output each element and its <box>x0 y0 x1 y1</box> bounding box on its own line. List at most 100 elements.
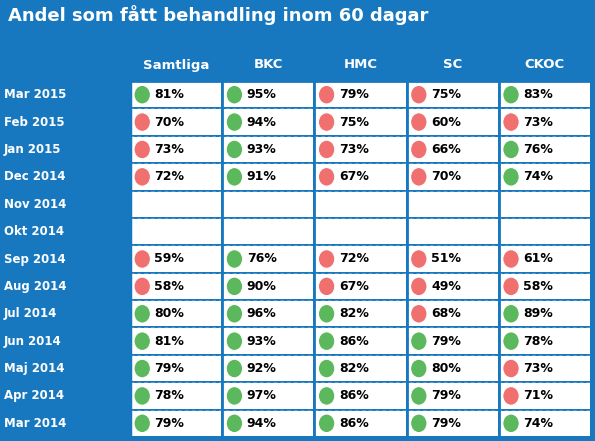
Text: Apr 2014: Apr 2014 <box>4 389 64 403</box>
Bar <box>500 191 590 217</box>
Text: 72%: 72% <box>339 253 369 265</box>
Text: 72%: 72% <box>155 170 184 183</box>
Text: 78%: 78% <box>523 335 553 348</box>
Bar <box>223 82 314 108</box>
Bar <box>223 274 314 299</box>
Bar <box>408 219 498 244</box>
Bar <box>223 329 314 354</box>
Text: Jul 2014: Jul 2014 <box>4 307 57 320</box>
Bar <box>315 191 406 217</box>
Text: 74%: 74% <box>523 170 553 183</box>
Text: 94%: 94% <box>247 417 277 430</box>
Bar <box>407 49 498 81</box>
Text: 76%: 76% <box>247 253 277 265</box>
Ellipse shape <box>503 304 519 323</box>
Ellipse shape <box>503 140 519 159</box>
Bar <box>223 164 314 190</box>
Text: 93%: 93% <box>247 335 277 348</box>
Text: 86%: 86% <box>339 417 368 430</box>
Text: Andel som fått behandling inom 60 dagar: Andel som fått behandling inom 60 dagar <box>8 5 428 25</box>
Bar <box>500 274 590 299</box>
Bar <box>408 247 498 272</box>
Bar <box>408 356 498 381</box>
Text: 79%: 79% <box>431 389 461 403</box>
Ellipse shape <box>318 304 335 323</box>
Ellipse shape <box>134 250 151 268</box>
Ellipse shape <box>503 387 519 405</box>
Bar <box>408 109 498 135</box>
Text: 58%: 58% <box>155 280 184 293</box>
Ellipse shape <box>411 332 427 351</box>
Text: 80%: 80% <box>155 307 184 320</box>
Text: 91%: 91% <box>247 170 277 183</box>
Bar <box>223 411 314 436</box>
Text: Dec 2014: Dec 2014 <box>4 170 65 183</box>
Ellipse shape <box>226 332 243 351</box>
Ellipse shape <box>411 86 427 104</box>
Bar <box>408 164 498 190</box>
Ellipse shape <box>411 414 427 433</box>
Bar <box>408 274 498 299</box>
Bar <box>223 109 314 135</box>
Bar <box>223 247 314 272</box>
Bar <box>500 356 590 381</box>
Bar <box>408 82 498 108</box>
Ellipse shape <box>134 387 151 405</box>
Bar <box>131 164 221 190</box>
Text: HMC: HMC <box>343 59 377 71</box>
Bar <box>223 301 314 326</box>
Bar <box>315 301 406 326</box>
Text: Jan 2015: Jan 2015 <box>4 143 61 156</box>
Ellipse shape <box>503 359 519 378</box>
Text: 71%: 71% <box>523 389 553 403</box>
Bar <box>131 219 221 244</box>
Text: 73%: 73% <box>523 362 553 375</box>
Bar <box>500 383 590 409</box>
Ellipse shape <box>503 113 519 131</box>
Ellipse shape <box>134 86 151 104</box>
Bar <box>223 356 314 381</box>
Text: 76%: 76% <box>523 143 553 156</box>
Text: Samtliga: Samtliga <box>143 59 209 71</box>
Ellipse shape <box>226 250 243 268</box>
Ellipse shape <box>134 304 151 323</box>
Text: Aug 2014: Aug 2014 <box>4 280 67 293</box>
Ellipse shape <box>134 414 151 433</box>
Ellipse shape <box>134 277 151 296</box>
Ellipse shape <box>226 140 243 159</box>
Bar <box>500 329 590 354</box>
Text: 79%: 79% <box>339 88 369 101</box>
Text: 70%: 70% <box>431 170 461 183</box>
Ellipse shape <box>318 414 335 433</box>
Bar <box>408 329 498 354</box>
Ellipse shape <box>226 387 243 405</box>
Bar <box>130 49 222 81</box>
Bar <box>500 411 590 436</box>
Ellipse shape <box>503 250 519 268</box>
Text: 73%: 73% <box>523 116 553 129</box>
Text: 75%: 75% <box>339 116 369 129</box>
Ellipse shape <box>226 304 243 323</box>
Text: 75%: 75% <box>431 88 461 101</box>
Bar <box>131 109 221 135</box>
Bar <box>131 247 221 272</box>
Bar <box>131 383 221 409</box>
Ellipse shape <box>411 113 427 131</box>
Bar <box>408 137 498 162</box>
Bar <box>500 164 590 190</box>
Text: 90%: 90% <box>247 280 277 293</box>
Text: 89%: 89% <box>523 307 553 320</box>
Text: 67%: 67% <box>339 170 369 183</box>
Bar <box>408 191 498 217</box>
Text: 66%: 66% <box>431 143 461 156</box>
Bar <box>131 301 221 326</box>
Text: 86%: 86% <box>339 389 368 403</box>
Ellipse shape <box>503 414 519 433</box>
Text: 82%: 82% <box>339 362 369 375</box>
Ellipse shape <box>134 113 151 131</box>
Ellipse shape <box>226 277 243 296</box>
Ellipse shape <box>134 140 151 159</box>
Ellipse shape <box>503 332 519 351</box>
Text: Feb 2015: Feb 2015 <box>4 116 65 129</box>
Ellipse shape <box>318 250 335 268</box>
